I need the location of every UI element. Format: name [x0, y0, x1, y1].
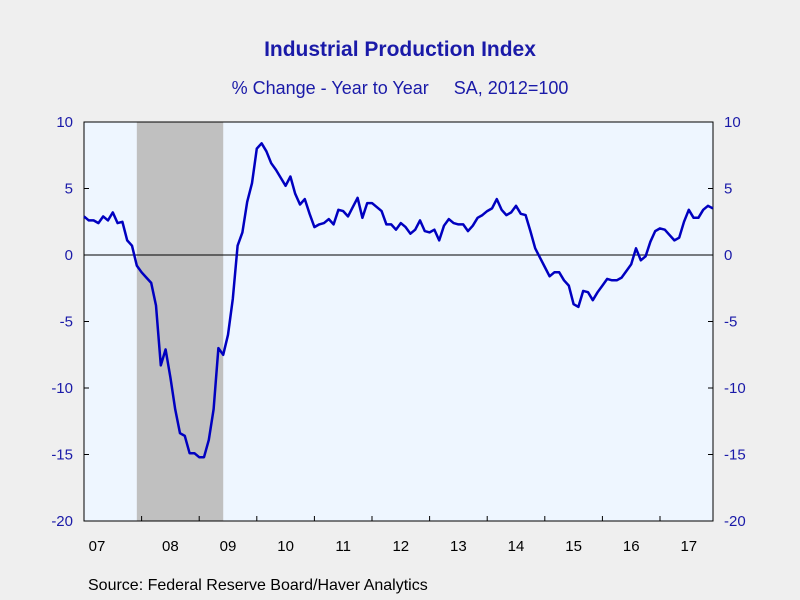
x-tick-label: 07	[89, 538, 106, 555]
series-line	[83, 142, 714, 459]
y-tick-label-right: 0	[724, 247, 732, 264]
x-tick-label: 09	[220, 538, 237, 555]
y-tick-label-left: -5	[60, 314, 73, 331]
x-tick-label: 17	[680, 538, 697, 555]
y-tick-label-right: -20	[724, 513, 746, 530]
y-tick-label-left: 0	[65, 247, 73, 264]
y-tick-label-left: -10	[51, 380, 73, 397]
chart-source: Source: Federal Reserve Board/Haver Anal…	[88, 577, 428, 594]
chart-subtitle: % Change - Year to Year SA, 2012=100	[231, 78, 569, 98]
x-tick-label: 13	[450, 538, 467, 555]
y-tick-label-left: -15	[51, 447, 73, 464]
y-tick-label-left: 10	[56, 114, 73, 131]
x-tick-label: 12	[392, 538, 409, 555]
y-tick-label-right: -5	[724, 314, 737, 331]
x-tick-label: 10	[277, 538, 294, 555]
y-tick-label-right: 10	[724, 114, 741, 131]
recession-band	[136, 122, 224, 521]
y-tick-label-left: -20	[51, 513, 73, 530]
y-tick-label-right: 5	[724, 181, 732, 198]
y-tick-label-left: 5	[65, 181, 73, 198]
y-tick-label-right: -10	[724, 380, 746, 397]
x-tick-label: 16	[623, 538, 640, 555]
x-tick-label: 14	[508, 538, 525, 555]
y-tick-label-right: -15	[724, 447, 746, 464]
x-tick-label: 08	[162, 538, 179, 555]
x-tick-label: 15	[565, 538, 582, 555]
chart-title: Industrial Production Index	[264, 38, 536, 61]
x-tick-label: 11	[335, 538, 351, 555]
